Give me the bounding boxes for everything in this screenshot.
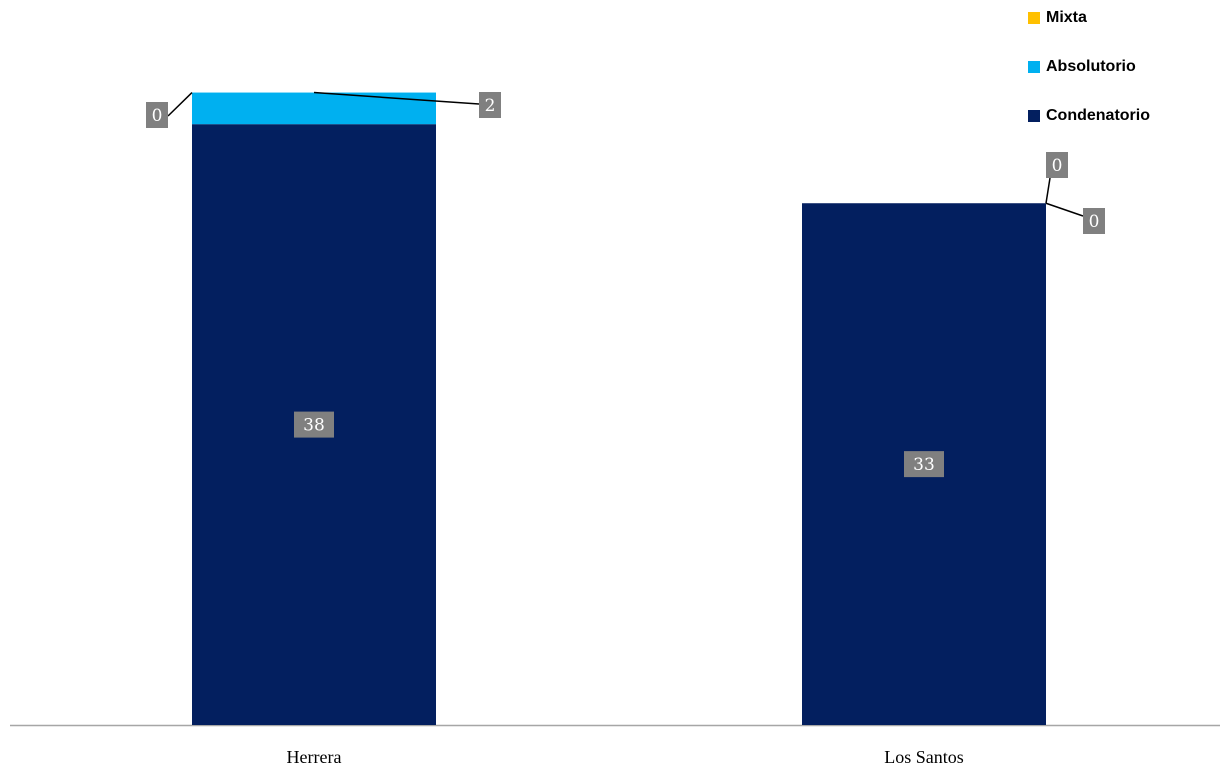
data-label-box-absolutorio-herrera xyxy=(479,92,501,118)
data-label-box-mixta-los-santos xyxy=(1046,152,1068,178)
data-label-mixta-los-santos: 0 xyxy=(1052,156,1063,176)
leader-line-mixta-herrera xyxy=(167,92,193,117)
data-label-absolutorio-herrera: 2 xyxy=(485,96,496,116)
data-label-box-condenatorio-herrera xyxy=(294,411,334,438)
leader-line-absolutorio-herrera xyxy=(313,91,480,105)
legend: Mixta Absolutorio Condenatorio xyxy=(1028,6,1208,153)
legend-label-condenatorio: Condenatorio xyxy=(1046,107,1150,124)
data-label-box-condenatorio-los-santos xyxy=(904,451,944,478)
legend-swatch-absolutorio xyxy=(1028,61,1040,73)
bar-absolutorio-herrera xyxy=(192,92,436,125)
leader-line-absolutorio-los-santos xyxy=(1045,202,1084,217)
legend-item-absolutorio: Absolutorio xyxy=(1028,55,1208,79)
data-label-condenatorio-los-santos: 33 xyxy=(913,455,935,475)
data-label-absolutorio-los-santos: 0 xyxy=(1089,212,1100,232)
data-label-box-absolutorio-los-santos xyxy=(1083,208,1105,234)
legend-swatch-condenatorio xyxy=(1028,110,1040,122)
leader-line-mixta-los-santos xyxy=(1045,177,1051,204)
legend-label-mixta: Mixta xyxy=(1046,9,1087,26)
category-label-herrera: Herrera xyxy=(287,747,342,767)
legend-label-absolutorio: Absolutorio xyxy=(1046,58,1136,75)
category-label-los-santos: Los Santos xyxy=(884,747,964,767)
legend-swatch-mixta xyxy=(1028,12,1040,24)
legend-item-mixta: Mixta xyxy=(1028,6,1208,30)
legend-item-condenatorio: Condenatorio xyxy=(1028,104,1208,128)
data-label-condenatorio-herrera: 38 xyxy=(303,416,325,436)
data-label-mixta-herrera: 0 xyxy=(152,106,163,126)
data-label-box-mixta-herrera xyxy=(146,102,168,128)
